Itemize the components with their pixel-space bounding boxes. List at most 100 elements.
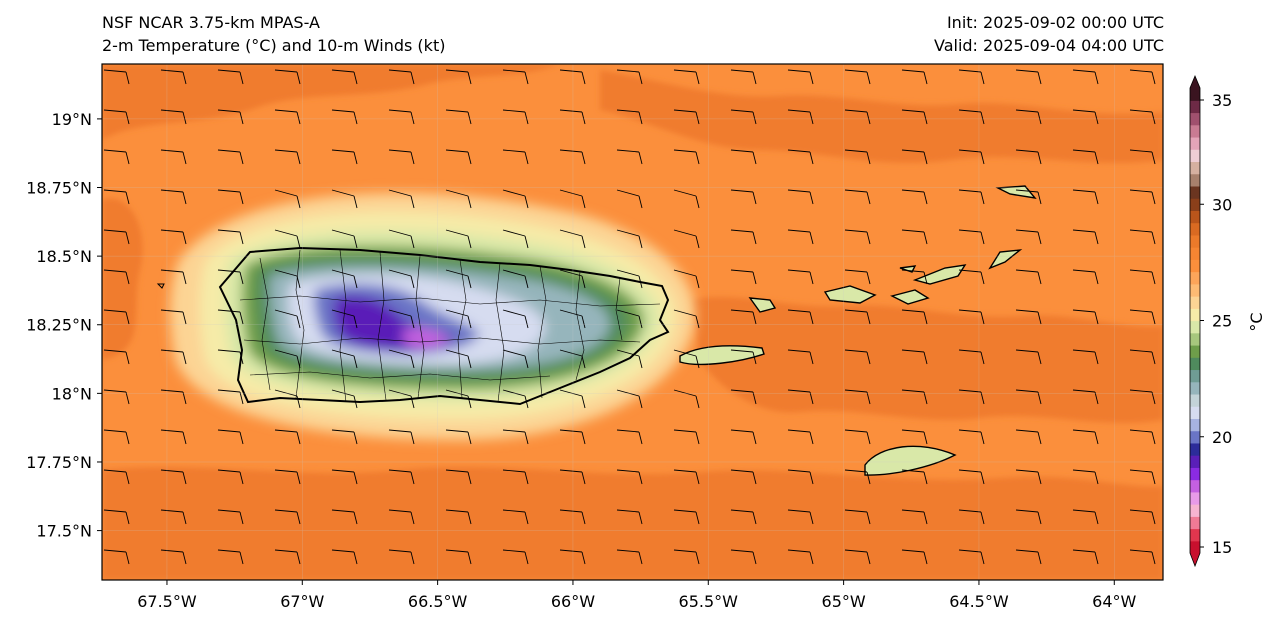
- colorbar-swatch: [1190, 516, 1200, 530]
- wind-barb: [787, 189, 814, 205]
- colorbar-swatch: [1190, 136, 1200, 150]
- wind-barb: [844, 309, 871, 325]
- colorbar-swatch: [1190, 149, 1200, 163]
- wind-barb: [844, 509, 871, 525]
- map-gridlines: [102, 64, 1163, 580]
- wind-barb: [958, 189, 985, 205]
- colorbar-tick-label: 30: [1212, 195, 1232, 214]
- wind-barb: [559, 269, 586, 289]
- warm-temperature-patches: [102, 64, 1163, 580]
- lon-tick-label: 65°W: [822, 592, 866, 611]
- wind-barb: [730, 69, 757, 85]
- colorbar-tick-label: 35: [1212, 91, 1232, 110]
- wind-barb: [1072, 549, 1099, 565]
- colorbar-swatch: [1190, 540, 1200, 554]
- culebra-island: [748, 297, 777, 313]
- wind-barb: [388, 549, 415, 565]
- wind-barb: [616, 149, 643, 165]
- wind-barb: [331, 309, 358, 329]
- wind-barb: [388, 309, 415, 329]
- wind-barb: [673, 349, 700, 369]
- colorbar-swatch: [1190, 112, 1200, 126]
- wind-barb: [787, 349, 814, 365]
- wind-barb: [445, 109, 472, 125]
- colorbar-swatch: [1190, 369, 1200, 383]
- wind-barb: [160, 189, 187, 205]
- colorbar-min-extension: [1190, 553, 1200, 566]
- wind-barb: [616, 229, 643, 249]
- lon-tick-label: 65.5°W: [679, 592, 739, 611]
- wind-barb: [844, 429, 871, 445]
- wind-barb: [901, 149, 928, 165]
- wind-barb: [958, 349, 985, 365]
- wind-barb: [1129, 269, 1156, 285]
- wind-barb: [1072, 469, 1099, 485]
- wind-barb: [616, 549, 643, 565]
- wind-barb: [844, 69, 871, 85]
- colorbar: 35 30 25 20 15 °C: [1189, 74, 1266, 568]
- wind-barb: [787, 229, 814, 245]
- wind-barb: [673, 69, 700, 85]
- wind-barb: [331, 269, 358, 289]
- wind-barb: [616, 429, 643, 445]
- colorbar-swatch: [1190, 344, 1200, 358]
- wind-barb: [616, 349, 643, 369]
- wind-barb: [160, 429, 187, 445]
- wind-barb: [1072, 389, 1099, 405]
- wind-barb: [331, 109, 358, 125]
- municipal-boundaries: [239, 249, 661, 403]
- wind-barb: [1129, 429, 1156, 445]
- lat-tick-label: 18.5°N: [36, 247, 92, 266]
- wind-barb: [445, 469, 472, 485]
- wind-barb: [1072, 109, 1099, 125]
- colorbar-swatch: [1190, 161, 1200, 175]
- colorbar-swatch: [1190, 210, 1200, 224]
- wind-barb: [103, 109, 130, 125]
- wind-barb: [559, 509, 586, 525]
- wind-barb: [1129, 389, 1156, 405]
- wind-barb: [1129, 469, 1156, 485]
- wind-barb: [160, 229, 187, 245]
- map-frame: [101, 63, 1164, 581]
- wind-barb: [1129, 229, 1156, 245]
- wind-barb: [559, 469, 586, 485]
- wind-barb: [901, 109, 928, 125]
- wind-barb: [673, 149, 700, 165]
- lat-tick-label: 19°N: [52, 110, 92, 129]
- lon-tick-label: 67.5°W: [137, 592, 197, 611]
- colorbar-swatch: [1190, 296, 1200, 309]
- wind-barb: [730, 469, 757, 485]
- wind-barb: [388, 429, 415, 445]
- wind-barb: [388, 269, 415, 289]
- wind-barb: [844, 109, 871, 125]
- colorbar-swatch: [1190, 455, 1200, 468]
- wind-barb: [160, 509, 187, 525]
- wind-barb: [103, 389, 130, 405]
- model-title: NSF NCAR 3.75-km MPAS-A: [102, 13, 320, 32]
- wind-barb: [958, 109, 985, 125]
- wind-barb: [559, 149, 586, 165]
- wind-barb: [502, 229, 529, 249]
- wind-barb: [673, 389, 700, 409]
- wind-barb: [103, 149, 130, 165]
- wind-barb: [274, 389, 301, 409]
- colorbar-swatch: [1190, 124, 1200, 138]
- wind-barb: [160, 389, 187, 405]
- wind-barb: [160, 469, 187, 485]
- wind-barb: [160, 109, 187, 125]
- wind-barb: [958, 389, 985, 405]
- st-croix-island: [864, 445, 957, 476]
- wind-barb: [559, 389, 586, 409]
- wind-barb: [217, 149, 244, 165]
- wind-barb: [1129, 149, 1156, 165]
- wind-barb: [730, 109, 757, 125]
- wind-barb: [103, 189, 130, 205]
- wind-barb: [673, 229, 700, 249]
- wind-barb: [388, 349, 415, 369]
- wind-barb: [1129, 549, 1156, 565]
- wind-barb: [559, 549, 586, 565]
- colorbar-swatch: [1190, 222, 1200, 236]
- wind-barb: [1129, 189, 1156, 205]
- wind-barb: [958, 429, 985, 445]
- wind-barb: [1129, 349, 1156, 365]
